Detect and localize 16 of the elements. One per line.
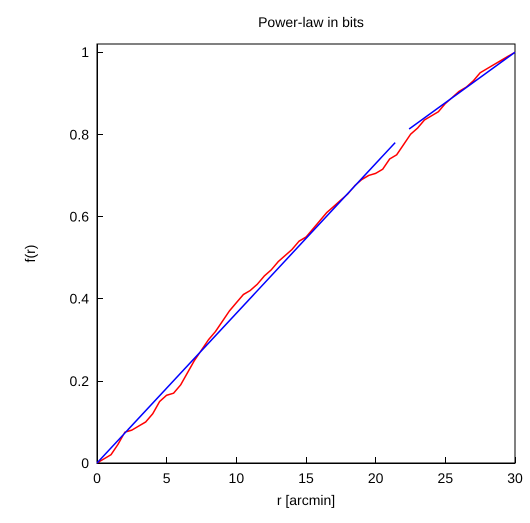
x-tick-label: 10	[228, 470, 244, 486]
x-tick-label: 30	[507, 470, 523, 486]
x-tick-label: 0	[93, 470, 102, 486]
y-tick-label: 0.8	[70, 126, 90, 142]
x-tick-label: 25	[438, 470, 454, 486]
x-tick-label: 15	[298, 470, 314, 486]
x-axis-title: r [arcmin]	[276, 492, 336, 508]
chart-title: Power-law in bits	[258, 14, 364, 30]
y-tick-label: 0	[81, 455, 90, 471]
x-tick-label: 20	[368, 470, 384, 486]
y-tick-label: 1	[81, 44, 90, 60]
y-tick-label: 0.4	[70, 290, 90, 307]
x-tick-label: 5	[162, 470, 171, 486]
y-axis-title: f(r)	[22, 244, 38, 262]
y-tick-label: 0.6	[70, 208, 90, 225]
y-tick-label: 0.2	[70, 372, 90, 389]
